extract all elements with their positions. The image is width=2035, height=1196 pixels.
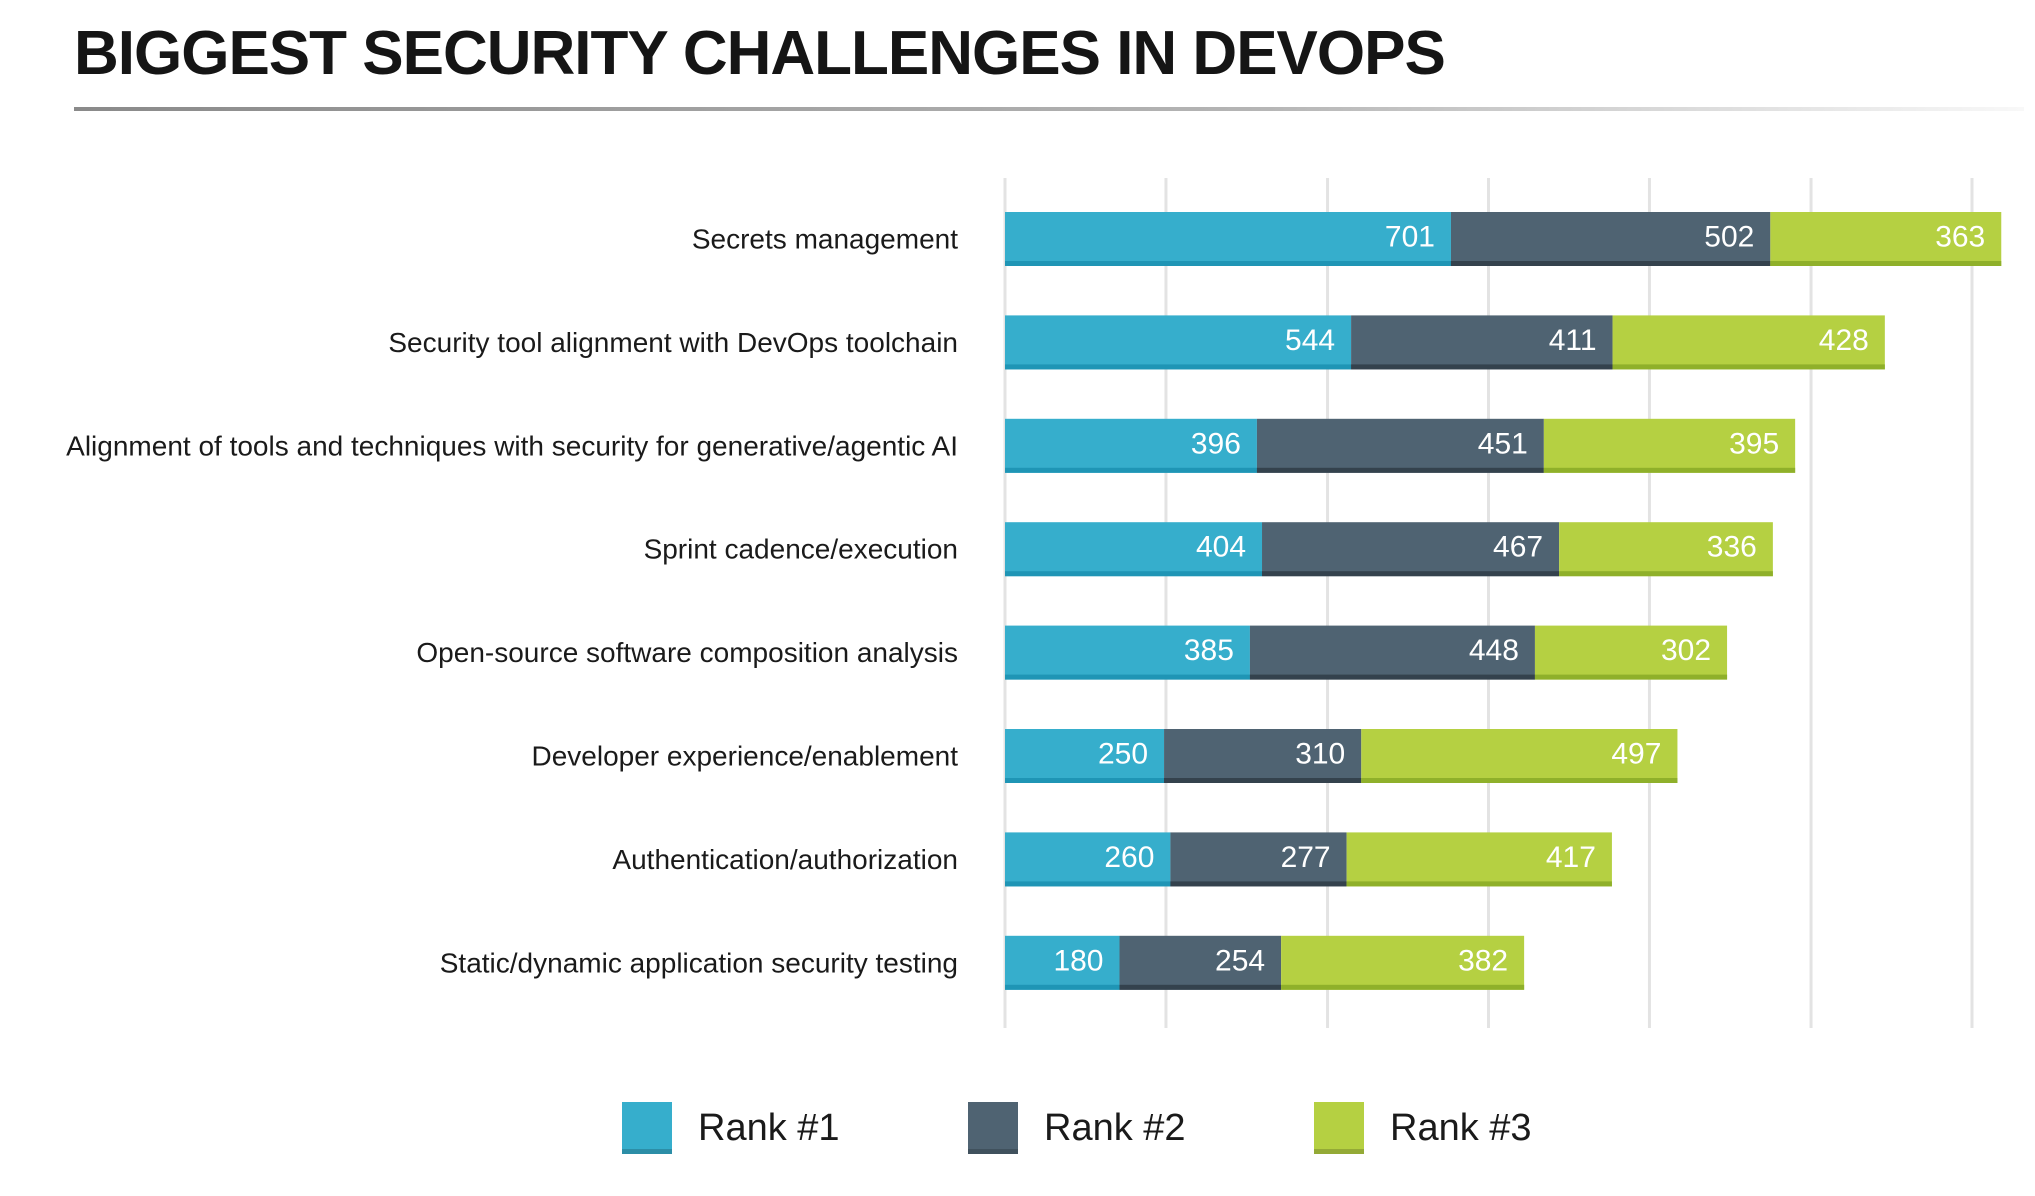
data-label: 395 [1729,427,1779,460]
bar-segment-rank-2 [1262,522,1560,577]
data-label: 260 [1104,841,1154,874]
legend-label-rank-2: Rank #2 [1044,1106,1186,1149]
legend: Rank #1 Rank #2 Rank #3 [0,1098,2035,1168]
bar-segment-rank-1 [1005,625,1250,680]
bar-segment-rank-3 [1534,625,1728,680]
bar-segment-edge [1361,778,1678,783]
bar-segment-rank-3 [1281,935,1525,990]
bar-segment-edge [1005,984,1120,990]
bar-segment-rank-2 [1249,625,1535,680]
bar-segment-edge [1005,364,1352,370]
legend-swatch-rank-2 [968,1102,1018,1154]
category-label: Security tool alignment with DevOps tool… [388,327,958,358]
legend-item-rank-2: Rank #2 [968,1098,1186,1158]
bar-segment-edge [1450,261,1771,266]
bar-segment-edge [1559,571,1773,577]
bar-segment-rank-1 [1005,729,1165,783]
bar-segment-edge [1005,571,1263,577]
title-underline [74,107,2024,111]
bar-segment-rank-1 [1005,212,1451,266]
bars [1005,212,2002,990]
category-label: Static/dynamic application security test… [440,947,958,978]
bar-segment-rank-2 [1164,729,1362,783]
data-label: 448 [1469,634,1519,667]
data-label: 336 [1707,531,1757,564]
category-label: Authentication/authorization [612,844,958,875]
bar-segment-edge [1005,467,1257,473]
data-label: 250 [1098,738,1148,771]
data-label: 254 [1215,944,1265,977]
data-label: 180 [1053,944,1103,977]
data-label: 310 [1295,738,1345,771]
category-label: Secrets management [692,224,958,255]
category-label: Sprint cadence/execution [644,534,958,565]
data-label: 451 [1478,427,1528,460]
bar-segment-edge [1249,674,1535,680]
bar-segment-rank-1 [1005,522,1263,577]
bar-segment-edge [1119,984,1282,990]
gridlines [1003,178,1974,1028]
data-label: 701 [1385,221,1435,254]
data-label: 428 [1819,324,1869,357]
bar-segment-rank-3 [1346,832,1612,887]
bar-segment-edge [1005,778,1165,783]
bar-segment-edge [1612,364,1885,370]
bar-segment-edge [1170,881,1347,887]
bar-segment-rank-3 [1543,418,1796,473]
bar-segment-rank-1 [1005,418,1257,473]
bar-segment-edge [1770,261,2002,266]
bar-segment-rank-2 [1256,418,1544,473]
bar-segment-edge [1005,881,1171,887]
category-label: Open-source software composition analysi… [416,637,958,668]
legend-item-rank-3: Rank #3 [1314,1098,1532,1158]
data-label: 396 [1191,427,1241,460]
bar-segment-rank-3 [1612,315,1885,370]
legend-label-rank-3: Rank #3 [1390,1106,1532,1149]
data-label: 467 [1493,531,1543,564]
data-label: 302 [1661,634,1711,667]
bar-segment-rank-2 [1119,935,1282,990]
bar-segment-edge [1351,364,1613,370]
stacked-bar-chart: Secrets management Security tool alignmen… [66,178,2002,1028]
data-label: 544 [1285,324,1335,357]
category-label: Developer experience/enablement [532,741,959,772]
bar-segment-rank-3 [1770,212,2002,266]
bar-segment-edge [1534,674,1728,680]
bar-segment-edge [1164,778,1362,783]
bar-segment-edge [1543,467,1796,473]
data-label: 404 [1196,531,1246,564]
bar-segment-rank-1 [1005,315,1352,370]
category-labels: Secrets management Security tool alignmen… [66,224,958,979]
bar-segment-edge [1005,674,1250,680]
bar-segment-rank-2 [1450,212,1771,266]
bar-segment-rank-2 [1170,832,1347,887]
data-label: 502 [1704,221,1754,254]
bar-segment-rank-2 [1351,315,1613,370]
data-label: 417 [1546,841,1596,874]
bar-segment-rank-1 [1005,935,1120,990]
bar-segment-edge [1346,881,1612,887]
legend-label-rank-1: Rank #1 [698,1106,840,1149]
data-label: 385 [1184,634,1234,667]
chart-title: BIGGEST SECURITY CHALLENGES IN DEVOPS [74,19,1446,88]
bar-segment-edge [1281,984,1525,990]
legend-swatch-rank-1 [622,1102,672,1154]
data-label: 411 [1549,324,1597,357]
data-label: 363 [1935,221,1985,254]
bar-segment-rank-3 [1559,522,1773,577]
bar-segment-edge [1256,467,1544,473]
data-label: 277 [1281,841,1331,874]
data-labels: 701 502 363 544 411 428 396 451 395 404 467 336 385 4… [1053,221,1985,978]
bar-segment-edge [1005,261,1451,266]
bar-segment-rank-1 [1005,832,1171,887]
legend-swatch-rank-3 [1314,1102,1364,1154]
data-label: 382 [1458,944,1508,977]
bar-segment-edge [1262,571,1560,577]
category-label: Alignment of tools and techniques with s… [66,430,958,461]
bar-segment-rank-3 [1361,729,1678,783]
legend-item-rank-1: Rank #1 [622,1098,840,1158]
data-label: 497 [1611,738,1661,771]
